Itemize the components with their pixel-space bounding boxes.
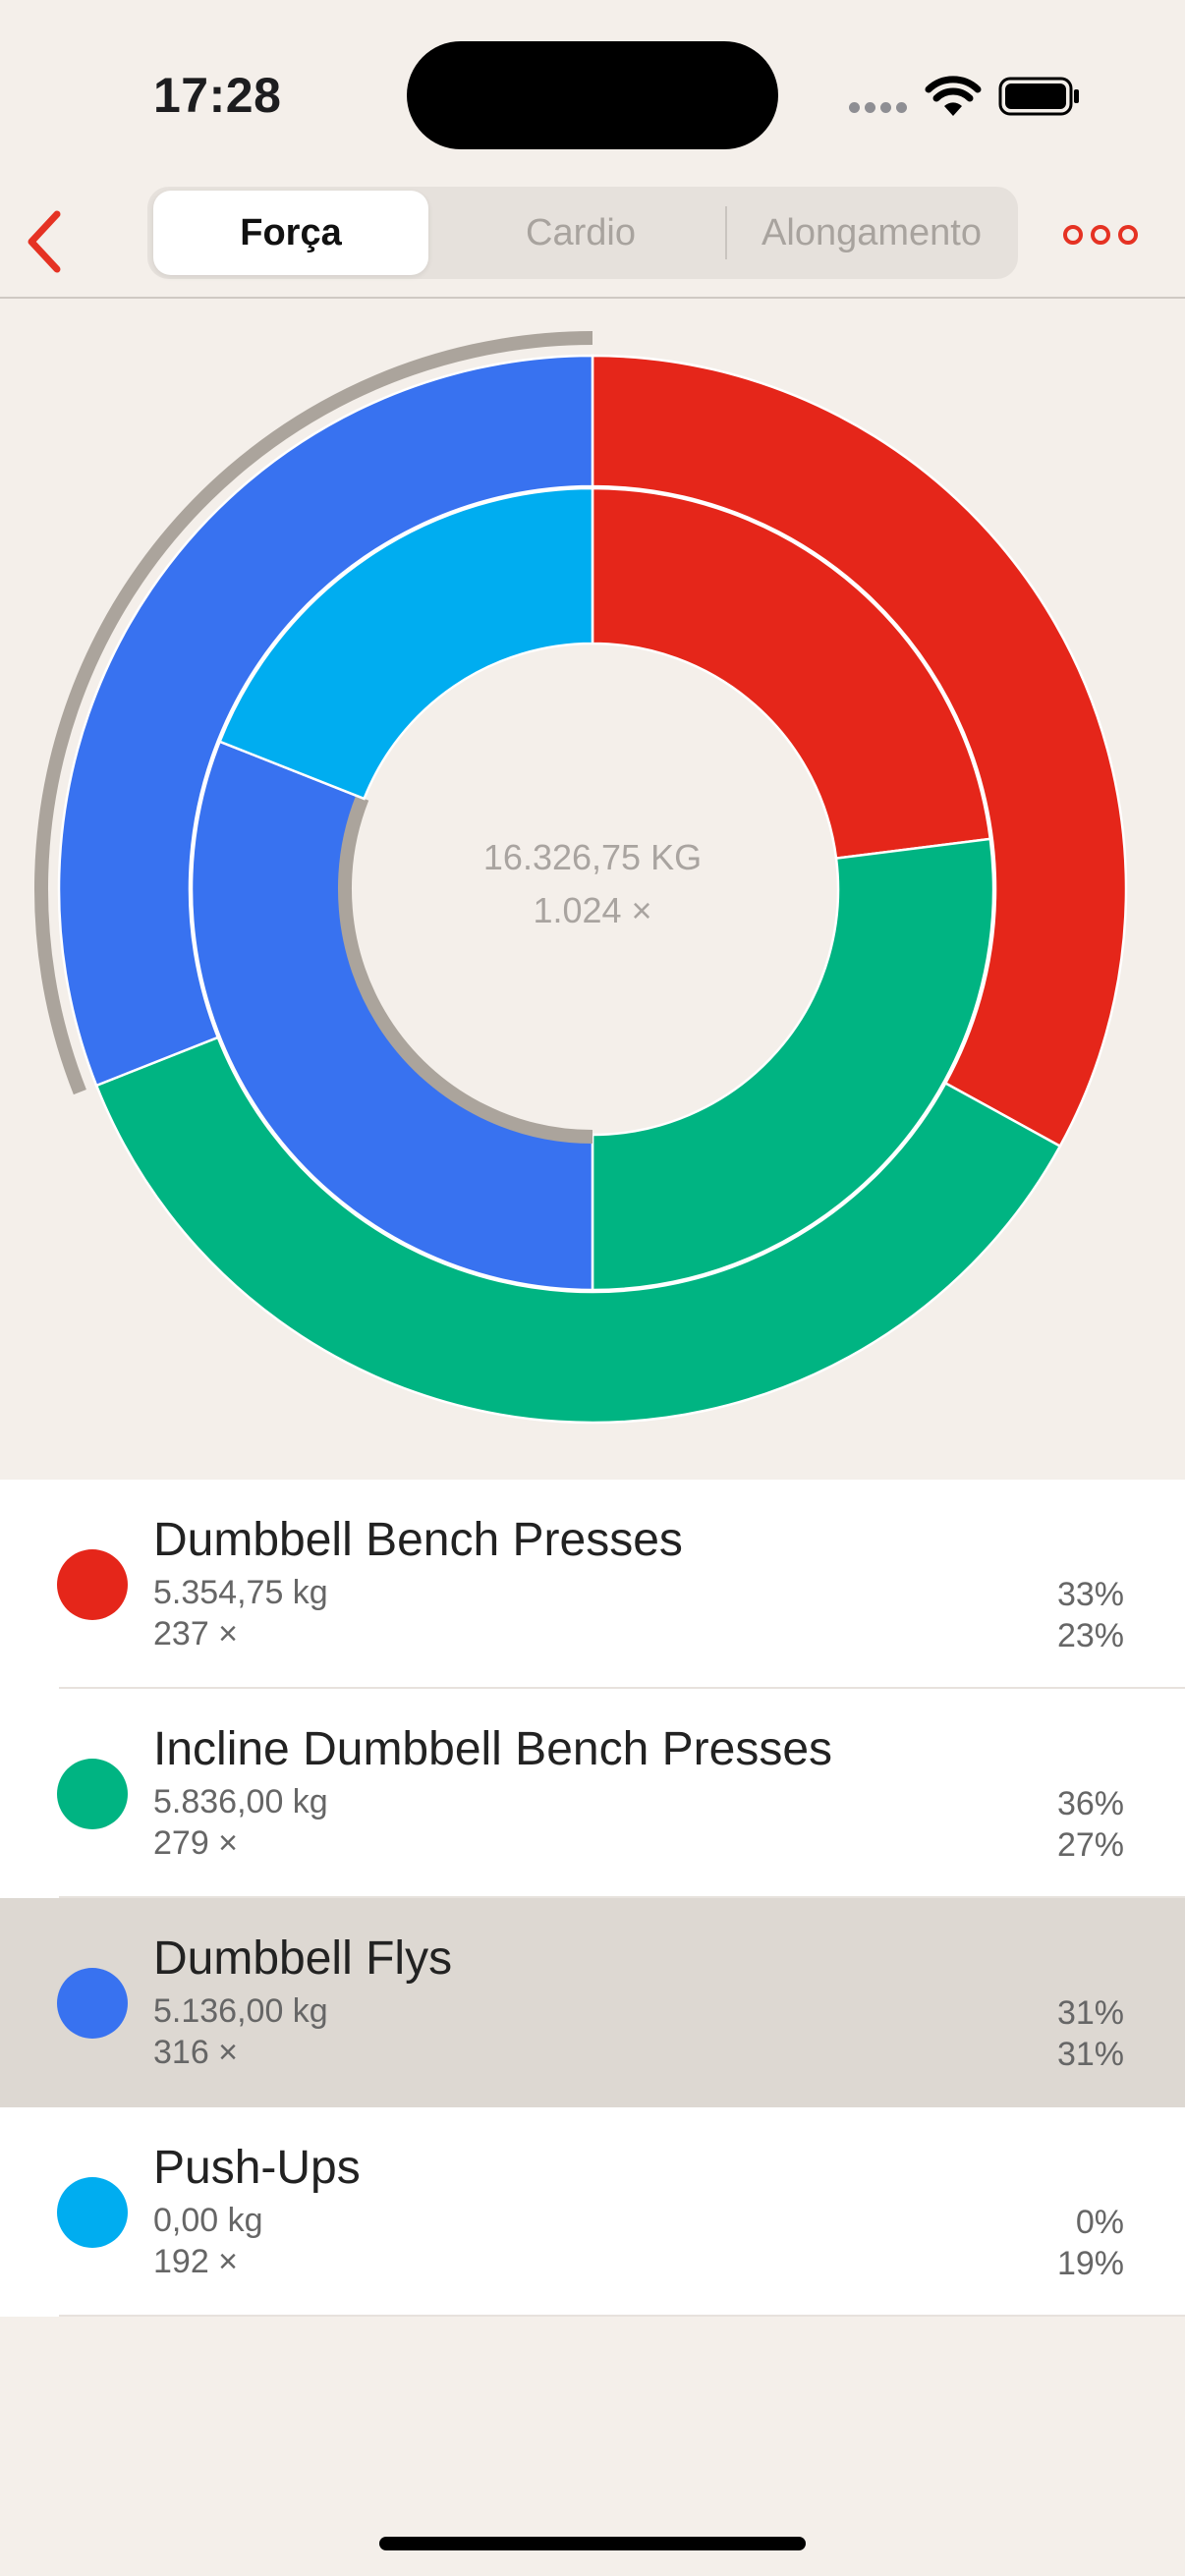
cellular-signal-icon: [849, 102, 908, 114]
exercise-reps: 316 ×: [153, 2034, 239, 2071]
exercise-row[interactable]: Dumbbell Flys 5.136,00 kg 316 × 31% 31%: [0, 1898, 1185, 2107]
row-separator: [59, 2315, 1185, 2317]
outer-segment-2[interactable]: [94, 1036, 1062, 1425]
weight-percentage: 36%: [1056, 1785, 1124, 1822]
home-indicator: [379, 2537, 806, 2550]
exercise-weight: 5.836,00 kg: [153, 1783, 328, 1820]
reps-percentage: 31%: [1056, 2036, 1124, 2073]
reps-percentage: 27%: [1056, 1826, 1124, 1864]
weight-percentage: 31%: [1056, 1994, 1124, 2032]
status-bar: 17:28: [0, 0, 1185, 187]
inner-segment-2[interactable]: [591, 837, 995, 1292]
row-separator: [59, 1687, 1185, 1689]
distribution-chart: 16.326,75 KG 1.024 ×: [0, 299, 1185, 1478]
total-weight-label: 16.326,75 KG: [482, 837, 703, 877]
inner-selection-arc: [338, 795, 593, 1144]
navigation-bar: Força Cardio Alongamento: [0, 187, 1185, 299]
reps-percentage: 19%: [1056, 2245, 1124, 2282]
color-dot: [57, 1968, 128, 2039]
exercise-row[interactable]: Push-Ups 0,00 kg 192 × 0% 19%: [0, 2107, 1185, 2317]
back-chevron-icon[interactable]: [20, 200, 69, 283]
color-dot: [57, 1549, 128, 1620]
row-separator: [59, 1896, 1185, 1898]
more-options-icon[interactable]: [1061, 210, 1140, 259]
outer-selection-arc: [34, 331, 593, 1095]
exercise-name: Dumbbell Bench Presses: [153, 1514, 683, 1566]
color-dot: [57, 2177, 128, 2248]
exercise-reps: 192 ×: [153, 2243, 239, 2280]
exercise-reps: 279 ×: [153, 1824, 239, 1862]
dynamic-island: [407, 41, 778, 149]
exercise-weight: 5.354,75 kg: [153, 1574, 328, 1611]
outer-segment-1[interactable]: [591, 354, 1128, 1148]
exercise-weight: 5.136,00 kg: [153, 1992, 328, 2030]
exercise-name: Incline Dumbbell Bench Presses: [153, 1723, 833, 1775]
inner-segment-1[interactable]: [591, 486, 992, 861]
status-time: 17:28: [153, 68, 282, 123]
weight-percentage: 0%: [1075, 2204, 1124, 2241]
segment-divider: [725, 206, 727, 259]
inner-segment-4[interactable]: [218, 486, 594, 801]
exercise-row[interactable]: Dumbbell Bench Presses 5.354,75 kg 237 ×…: [0, 1480, 1185, 1689]
reps-percentage: 23%: [1056, 1617, 1124, 1654]
exercise-row[interactable]: Incline Dumbbell Bench Presses 5.836,00 …: [0, 1689, 1185, 1898]
wifi-icon: [925, 76, 982, 116]
category-segmented-control: Força Cardio Alongamento: [147, 187, 1018, 279]
outer-segment-3[interactable]: [57, 354, 594, 1088]
exercise-weight: 0,00 kg: [153, 2202, 263, 2239]
tab-cardio[interactable]: Cardio: [526, 212, 636, 253]
tab-stretching[interactable]: Alongamento: [762, 212, 982, 253]
battery-icon: [998, 77, 1079, 116]
exercise-list: Dumbbell Bench Presses 5.354,75 kg 237 ×…: [0, 1480, 1185, 2317]
tab-strength[interactable]: Força: [153, 191, 428, 275]
weight-percentage: 33%: [1056, 1576, 1124, 1613]
exercise-reps: 237 ×: [153, 1615, 239, 1652]
total-reps-label: 1.024 ×: [533, 890, 652, 930]
exercise-name: Push-Ups: [153, 2142, 361, 2194]
exercise-name: Dumbbell Flys: [153, 1932, 453, 1985]
donut-chart[interactable]: [0, 299, 1185, 1478]
color-dot: [57, 1759, 128, 1829]
